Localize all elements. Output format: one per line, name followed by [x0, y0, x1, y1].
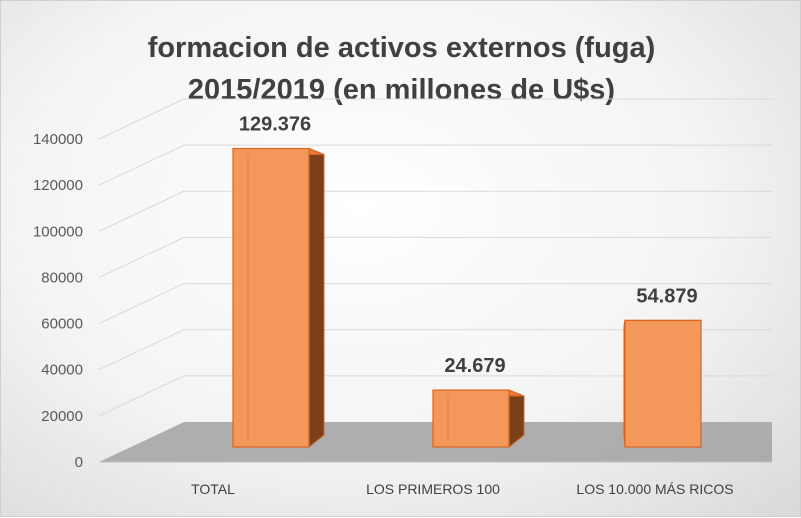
- y-tick-label: 60000: [41, 316, 83, 333]
- gridline: [98, 190, 772, 232]
- data-label: 24.679: [444, 355, 505, 377]
- data-label: 54.879: [636, 285, 697, 307]
- gridline: [98, 375, 772, 417]
- gridline: [98, 283, 772, 325]
- y-tick-label: 80000: [41, 269, 83, 286]
- gridline: [98, 144, 772, 186]
- chart-title-line-2: 2015/2019 (en millones de U$s): [187, 74, 616, 106]
- y-tick-label: 120000: [33, 177, 83, 194]
- chart-title-line-1: formacion de activos externos (fuga): [147, 32, 656, 64]
- y-tick-label: 40000: [41, 362, 83, 379]
- y-tick-label: 100000: [33, 223, 83, 240]
- x-tick-label: TOTAL: [191, 481, 235, 497]
- bar: [232, 147, 310, 448]
- x-tick-label: LOS PRIMEROS 100: [366, 481, 500, 497]
- gridline: [98, 98, 772, 140]
- bar-side: [308, 147, 325, 449]
- chart-title: formacion de activos externos (fuga) 201…: [1, 27, 801, 111]
- x-tick-label: LOS 10.000 MÁS RICOS: [576, 481, 733, 497]
- gridline: [98, 236, 772, 278]
- bar: [432, 389, 510, 448]
- y-tick-label: 140000: [33, 131, 83, 148]
- gridline: [98, 329, 772, 371]
- y-tick-label: 20000: [41, 408, 83, 425]
- bar: [624, 319, 702, 448]
- data-label: 129.376: [239, 114, 311, 136]
- y-tick-label: 0: [75, 454, 83, 471]
